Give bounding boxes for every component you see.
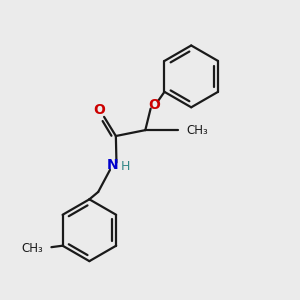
Text: N: N [107,158,119,172]
Text: H: H [121,160,130,173]
Text: O: O [94,103,106,117]
Text: CH₃: CH₃ [187,124,208,136]
Text: O: O [148,98,160,112]
Text: CH₃: CH₃ [22,242,44,255]
